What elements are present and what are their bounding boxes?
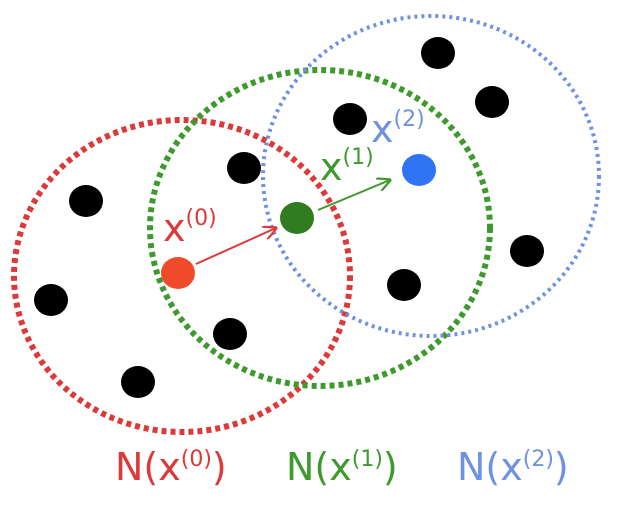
sample-point xyxy=(387,269,421,301)
iterate-label-0: x(0) xyxy=(163,206,217,250)
step-arrow-1-to-2 xyxy=(317,180,390,211)
sample-point xyxy=(34,284,68,316)
neighborhood-circle-1 xyxy=(147,67,493,389)
neighborhood-label-2: N(x(2)) xyxy=(457,445,569,489)
neighborhood-circle-2 xyxy=(261,14,601,338)
iterate-label-2: x(2) xyxy=(371,107,425,151)
sample-point xyxy=(333,103,367,135)
iterate-label-1: x(1) xyxy=(320,145,374,189)
sample-point xyxy=(121,366,155,398)
sample-points xyxy=(34,37,544,398)
step-arrow-0-to-1 xyxy=(195,228,276,265)
sample-point xyxy=(213,318,247,350)
iterate-point-0 xyxy=(161,257,195,289)
sample-point xyxy=(69,185,103,217)
iterate-point-2 xyxy=(402,154,436,186)
neighborhood-label-1: N(x(1)) xyxy=(286,445,398,489)
neighborhood-circle-0 xyxy=(11,117,353,435)
sample-point xyxy=(421,37,455,69)
sample-point xyxy=(227,152,261,184)
iterate-point-1 xyxy=(280,202,314,234)
neighborhood-label-0: N(x(0)) xyxy=(115,445,227,489)
sample-point xyxy=(510,235,544,267)
sample-point xyxy=(475,86,509,118)
